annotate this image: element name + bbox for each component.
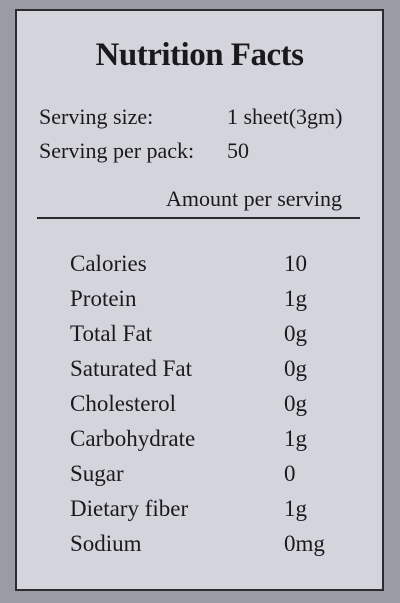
serving-size-value: 1 sheet(3gm) <box>227 104 343 129</box>
nutrient-row-protein: Protein 1g <box>17 286 382 321</box>
nutrient-name: Saturated Fat <box>70 356 192 381</box>
nutrient-row-cholesterol: Cholesterol 0g <box>17 391 382 426</box>
nutrient-value: 0g <box>284 391 307 416</box>
serving-size-row: Serving size: 1 sheet(3gm) <box>39 104 342 130</box>
servings-per-pack-label: Serving per pack: <box>39 138 195 163</box>
nutrient-name: Total Fat <box>70 321 153 346</box>
nutrient-value: 0g <box>284 356 307 381</box>
nutrient-row-carbohydrate: Carbohydrate 1g <box>17 426 382 461</box>
nutrient-row-dietary-fiber: Dietary fiber 1g <box>17 496 382 531</box>
nutrient-name: Sodium <box>70 531 142 556</box>
nutrient-name: Calories <box>70 251 147 276</box>
nutrient-table: Calories 10 Protein 1g Total Fat 0g Satu… <box>17 251 382 566</box>
nutrient-name: Cholesterol <box>70 391 177 416</box>
nutrient-value: 1g <box>284 426 307 451</box>
nutrient-name: Sugar <box>70 461 124 486</box>
nutrient-name: Dietary fiber <box>70 496 189 521</box>
nutrient-value: 0mg <box>284 531 325 556</box>
servings-per-pack-value: 50 <box>227 138 249 163</box>
nutrient-value: 0 <box>284 461 296 486</box>
amount-per-serving-heading: Amount per serving <box>166 186 342 211</box>
divider-rule <box>37 217 360 219</box>
nutrient-row-saturated-fat: Saturated Fat 0g <box>17 356 382 391</box>
nutrient-value: 10 <box>284 251 307 276</box>
nutrient-row-sodium: Sodium 0mg <box>17 531 382 566</box>
nutrient-name: Carbohydrate <box>70 426 196 451</box>
nutrient-row-total-fat: Total Fat 0g <box>17 321 382 356</box>
nutrient-row-calories: Calories 10 <box>17 251 382 286</box>
nutrient-value: 0g <box>284 321 307 346</box>
servings-per-pack-row: Serving per pack: 50 <box>39 138 249 164</box>
nutrition-facts-label: Nutrition Facts Serving size: 1 sheet(3g… <box>15 9 384 591</box>
serving-size-label: Serving size: <box>39 104 154 129</box>
nutrient-row-sugar: Sugar 0 <box>17 461 382 496</box>
nutrient-value: 1g <box>284 286 307 311</box>
nutrient-name: Protein <box>70 286 137 311</box>
nutrient-value: 1g <box>284 496 307 521</box>
label-title: Nutrition Facts <box>95 37 304 73</box>
